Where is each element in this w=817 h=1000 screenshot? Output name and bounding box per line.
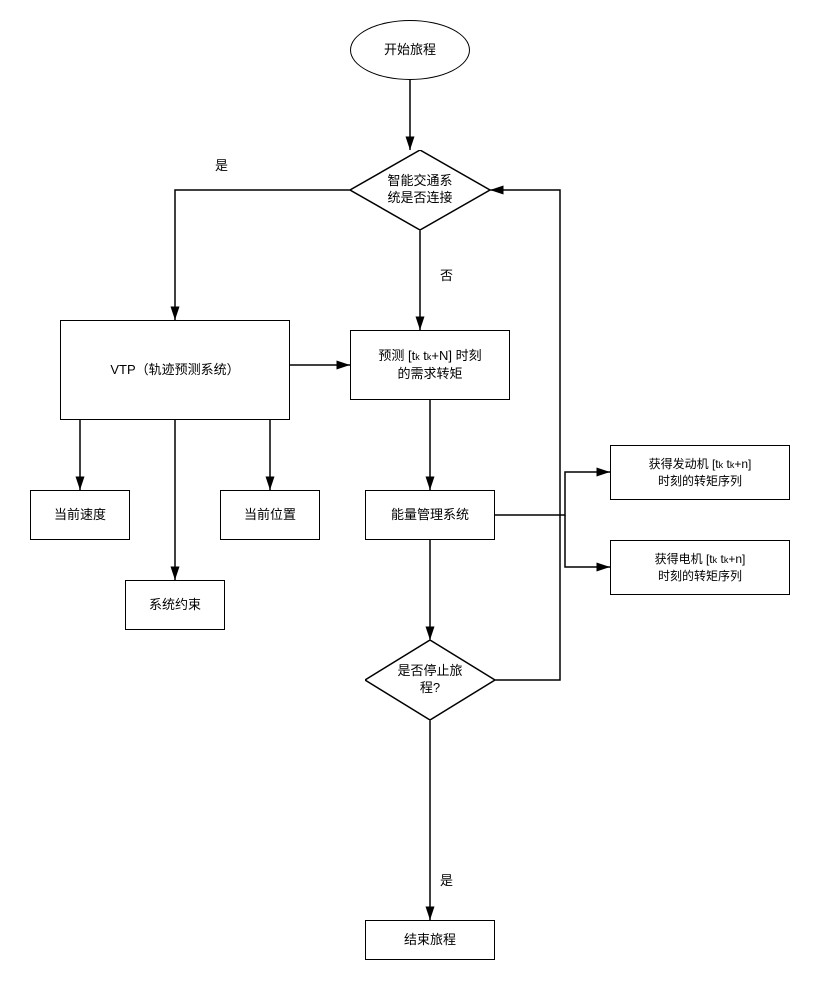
ems-label: 能量管理系统 — [391, 506, 469, 524]
motor-post: +n] — [728, 552, 745, 566]
vtp-label: VTP（轨迹预测系统） — [110, 361, 239, 379]
edge-label-yes1: 是 — [215, 155, 228, 174]
constr-label: 系统约束 — [149, 596, 201, 614]
engine-post: +n] — [734, 457, 751, 471]
speed-label: 当前速度 — [54, 506, 106, 524]
engine-torque-box: 获得发动机 [tk tk+n] 时刻的转矩序列 — [610, 445, 790, 500]
d2-line2: 程? — [420, 680, 440, 695]
predict-post: +N] 时刻 — [431, 348, 481, 363]
decision-its-connected: 智能交通系 统是否连接 — [350, 150, 490, 230]
d1-line2: 统是否连接 — [387, 190, 452, 205]
predict-line2: 的需求转矩 — [397, 366, 462, 381]
constraint-box: 系统约束 — [125, 580, 225, 630]
end-node: 结束旅程 — [365, 920, 495, 960]
edge-label-no1: 否 — [440, 265, 453, 284]
pos-label: 当前位置 — [244, 506, 296, 524]
d1-line1: 智能交通系 — [387, 173, 452, 188]
predict-box: 预测 [tk tk+N] 时刻 的需求转矩 — [350, 330, 510, 400]
vtp-box: VTP（轨迹预测系统） — [60, 320, 290, 420]
predict-pre: 预测 [t — [378, 348, 415, 363]
motor-line2: 时刻的转矩序列 — [658, 569, 742, 583]
ems-box: 能量管理系统 — [365, 490, 495, 540]
edge-label-yes2: 是 — [440, 870, 453, 889]
engine-mid: t — [723, 457, 730, 471]
start-label: 开始旅程 — [384, 41, 436, 59]
motor-pre: 获得电机 [t — [655, 552, 713, 566]
start-node: 开始旅程 — [350, 20, 470, 80]
position-box: 当前位置 — [220, 490, 320, 540]
decision-stop-trip: 是否停止旅 程? — [365, 640, 495, 720]
engine-pre: 获得发动机 [t — [649, 457, 719, 471]
predict-mid: t — [420, 348, 427, 363]
speed-box: 当前速度 — [30, 490, 130, 540]
end-label: 结束旅程 — [404, 931, 456, 949]
motor-torque-box: 获得电机 [tk tk+n] 时刻的转矩序列 — [610, 540, 790, 595]
d2-line1: 是否停止旅 — [397, 663, 462, 678]
motor-mid: t — [717, 552, 724, 566]
engine-line2: 时刻的转矩序列 — [658, 474, 742, 488]
